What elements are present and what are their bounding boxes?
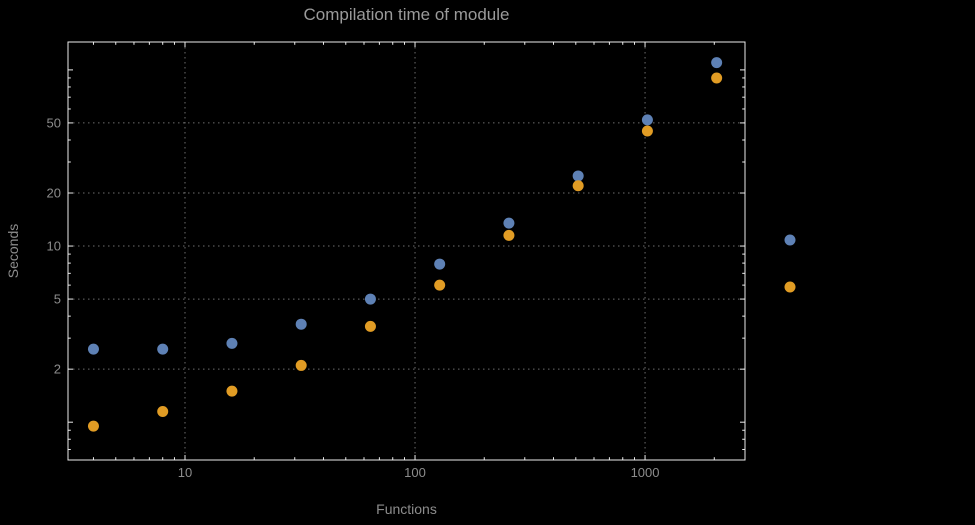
legend-marker	[784, 281, 796, 293]
data-point-orange	[572, 180, 584, 192]
x-tick-label: 100	[404, 465, 426, 480]
data-point-orange	[711, 72, 723, 84]
data-point-blue	[157, 343, 169, 355]
legend-marker	[784, 234, 796, 246]
y-tick-label: 50	[47, 115, 61, 130]
y-tick-label: 10	[47, 239, 61, 254]
chart-title: Compilation time of module	[303, 5, 510, 24]
data-point-orange	[434, 279, 446, 291]
y-tick-label: 2	[54, 362, 61, 377]
data-point-blue	[87, 343, 99, 355]
data-point-blue	[295, 318, 307, 330]
data-point-orange	[641, 125, 653, 137]
data-point-orange	[364, 320, 376, 332]
data-point-orange	[87, 420, 99, 432]
data-point-orange	[226, 385, 238, 397]
data-point-blue	[711, 57, 723, 69]
x-tick-label: 1000	[631, 465, 660, 480]
y-tick-label: 20	[47, 186, 61, 201]
data-point-blue	[572, 170, 584, 182]
data-point-blue	[641, 114, 653, 126]
data-point-blue	[434, 258, 446, 270]
plot-frame	[67, 41, 746, 461]
data-point-orange	[295, 359, 307, 371]
data-point-blue	[364, 293, 376, 305]
data-point-orange	[157, 405, 169, 417]
x-tick-label: 10	[178, 465, 192, 480]
y-tick-label: 5	[54, 292, 61, 307]
data-point-blue	[226, 337, 238, 349]
data-point-blue	[503, 217, 515, 229]
data-point-orange	[503, 229, 515, 241]
x-axis-label: Functions	[376, 501, 437, 517]
